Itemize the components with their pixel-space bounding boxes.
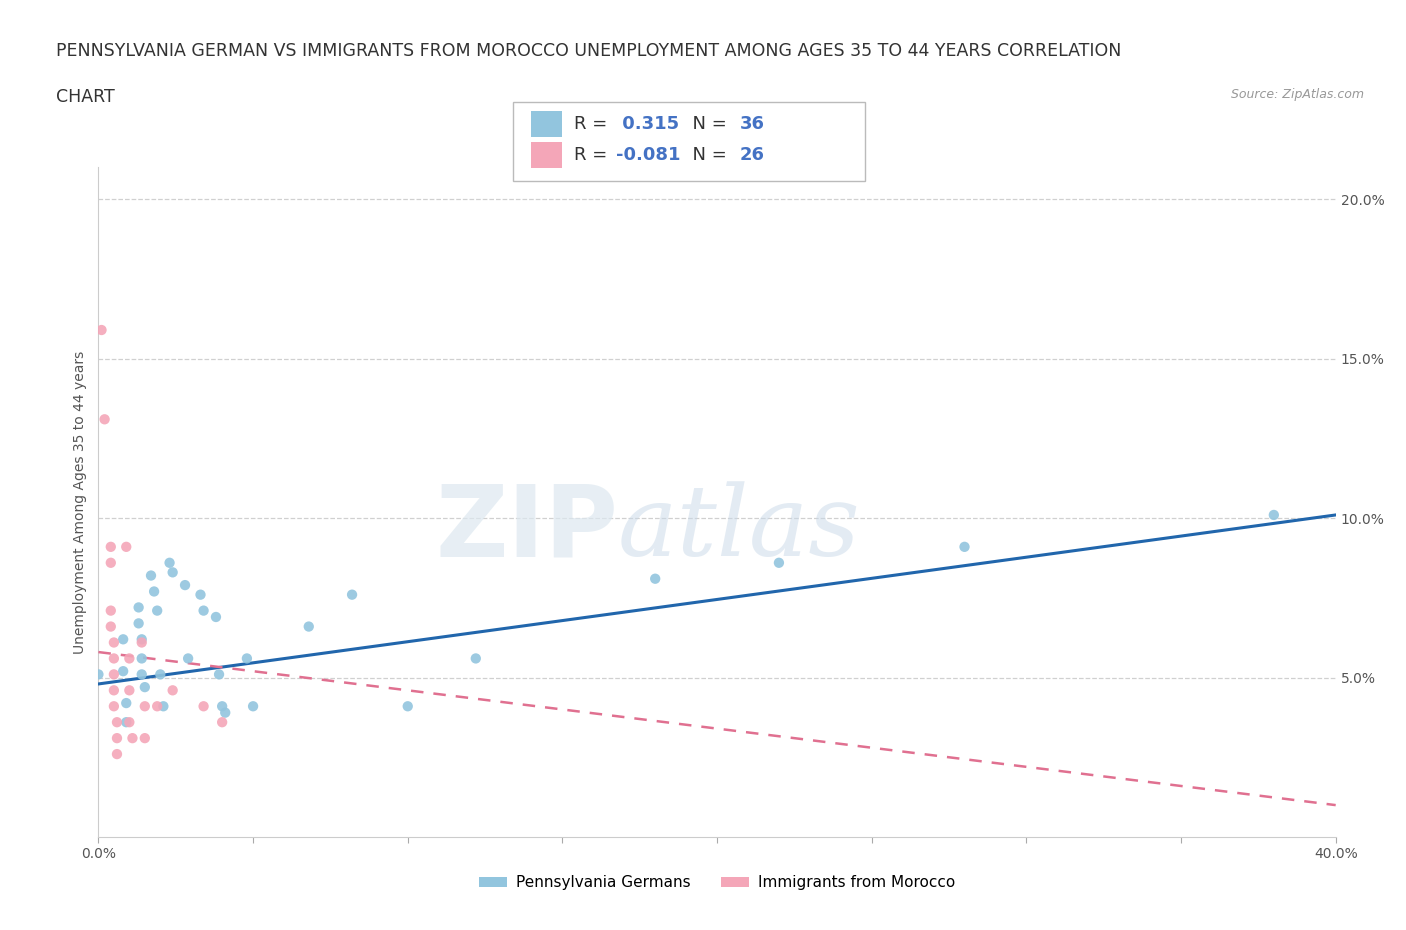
Point bbox=[100, 539, 122, 554]
Point bbox=[146, 604, 169, 618]
Text: atlas: atlas bbox=[619, 482, 860, 577]
Point bbox=[118, 651, 141, 666]
Point bbox=[115, 539, 138, 554]
Point bbox=[128, 616, 150, 631]
Point bbox=[103, 635, 125, 650]
Point bbox=[464, 651, 486, 666]
Point bbox=[146, 698, 169, 713]
Point bbox=[115, 696, 138, 711]
Point bbox=[159, 555, 181, 570]
Point bbox=[193, 604, 215, 618]
Point bbox=[242, 698, 264, 713]
Point bbox=[90, 323, 112, 338]
Point bbox=[190, 587, 212, 602]
Point bbox=[103, 667, 125, 682]
Text: N =: N = bbox=[681, 114, 733, 133]
Point bbox=[143, 584, 166, 599]
Point bbox=[174, 578, 197, 592]
Point bbox=[100, 604, 122, 618]
Point bbox=[103, 683, 125, 698]
Point bbox=[103, 698, 125, 713]
Point bbox=[340, 587, 363, 602]
Text: 26: 26 bbox=[740, 146, 765, 165]
Point bbox=[103, 651, 125, 666]
Point bbox=[100, 619, 122, 634]
Y-axis label: Unemployment Among Ages 35 to 44 years: Unemployment Among Ages 35 to 44 years bbox=[73, 351, 87, 654]
Point bbox=[1263, 508, 1285, 523]
Point bbox=[118, 715, 141, 730]
Point bbox=[396, 698, 419, 713]
Point bbox=[211, 715, 233, 730]
Point bbox=[134, 731, 156, 746]
Point bbox=[131, 635, 153, 650]
Point bbox=[105, 747, 128, 762]
Point bbox=[121, 731, 143, 746]
Point bbox=[118, 683, 141, 698]
Point bbox=[112, 664, 135, 679]
Point bbox=[768, 555, 790, 570]
Text: N =: N = bbox=[681, 146, 733, 165]
Text: -0.081: -0.081 bbox=[616, 146, 681, 165]
Point bbox=[205, 609, 228, 624]
Point bbox=[139, 568, 162, 583]
Text: CHART: CHART bbox=[56, 88, 115, 106]
Point bbox=[162, 565, 184, 579]
Point bbox=[298, 619, 321, 634]
Text: Source: ZipAtlas.com: Source: ZipAtlas.com bbox=[1230, 88, 1364, 101]
Point bbox=[236, 651, 259, 666]
Point bbox=[134, 680, 156, 695]
Point bbox=[93, 412, 115, 427]
Text: PENNSYLVANIA GERMAN VS IMMIGRANTS FROM MOROCCO UNEMPLOYMENT AMONG AGES 35 TO 44 : PENNSYLVANIA GERMAN VS IMMIGRANTS FROM M… bbox=[56, 42, 1122, 60]
Point bbox=[128, 600, 150, 615]
Point bbox=[211, 698, 233, 713]
Point bbox=[953, 539, 976, 554]
Point bbox=[105, 715, 128, 730]
Point bbox=[131, 651, 153, 666]
Point bbox=[177, 651, 200, 666]
Point bbox=[131, 631, 153, 646]
Point bbox=[134, 698, 156, 713]
Point bbox=[214, 705, 236, 720]
Point bbox=[152, 698, 174, 713]
Text: 36: 36 bbox=[740, 114, 765, 133]
Point bbox=[112, 631, 135, 646]
Point bbox=[131, 667, 153, 682]
Point bbox=[100, 555, 122, 570]
Point bbox=[149, 667, 172, 682]
Point bbox=[208, 667, 231, 682]
Point bbox=[644, 571, 666, 586]
Point bbox=[193, 698, 215, 713]
Text: R =: R = bbox=[574, 114, 613, 133]
Text: ZIP: ZIP bbox=[436, 481, 619, 578]
Point bbox=[115, 715, 138, 730]
Text: 0.315: 0.315 bbox=[616, 114, 679, 133]
Point bbox=[162, 683, 184, 698]
Point bbox=[87, 667, 110, 682]
Legend: Pennsylvania Germans, Immigrants from Morocco: Pennsylvania Germans, Immigrants from Mo… bbox=[472, 870, 962, 897]
Text: R =: R = bbox=[574, 146, 613, 165]
Point bbox=[105, 731, 128, 746]
